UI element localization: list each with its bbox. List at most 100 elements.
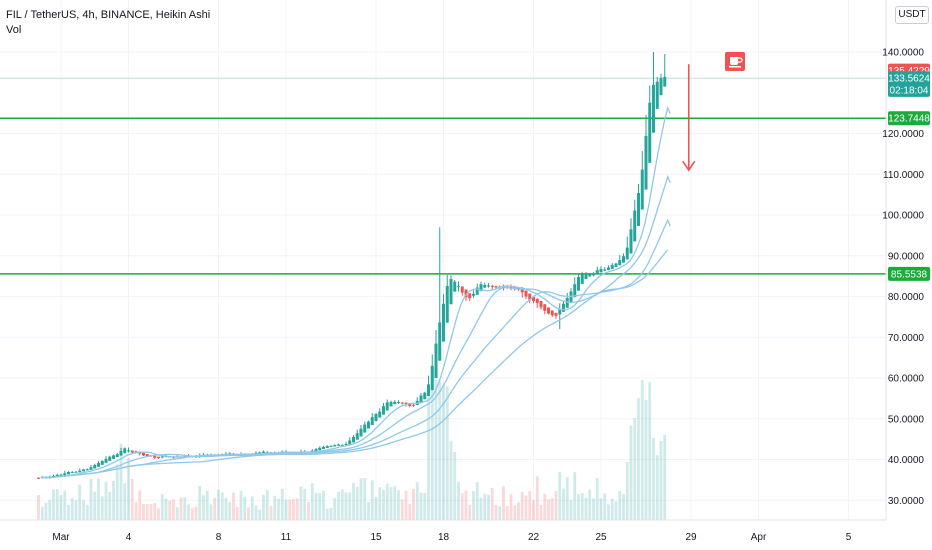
volume-bar (404, 490, 408, 520)
volume-bar (494, 504, 498, 520)
volume-bar (464, 490, 468, 520)
volume-bar (397, 490, 400, 520)
candle-body (573, 284, 577, 298)
volume-bar (412, 488, 415, 520)
candle-body (449, 279, 453, 305)
x-tick-label: 4 (126, 532, 132, 543)
x-tick-label: 5 (846, 532, 852, 543)
candle-body (127, 450, 130, 452)
volume-bar (438, 380, 442, 520)
volume-bar (329, 507, 333, 520)
candle-body (378, 411, 382, 418)
candle-body (607, 267, 610, 271)
volume-bar (160, 494, 164, 520)
projection-arrow (682, 64, 696, 172)
candle-body (652, 84, 655, 133)
volume-bar (385, 483, 389, 520)
currency-button[interactable]: USDT (895, 6, 929, 24)
volume-bar (142, 503, 145, 520)
volume-bar (487, 494, 490, 520)
volume-bar (228, 502, 232, 520)
symbol-title: FIL / TetherUS, 4h, BINANCE, Heikin Ashi (6, 9, 211, 21)
volume-bar (108, 491, 112, 520)
candle-body (363, 424, 367, 433)
volume-bar (562, 488, 565, 520)
volume-bar (164, 498, 168, 520)
candle-body (592, 273, 595, 276)
volume-bar (427, 391, 430, 520)
volume-bar (247, 507, 250, 520)
volume-bar (123, 483, 127, 520)
candle-body (322, 446, 325, 450)
candle-body (648, 102, 652, 163)
candle-body (494, 286, 498, 288)
candle-body (348, 440, 352, 445)
volume-bar (74, 500, 78, 520)
volume-bar (565, 477, 569, 520)
volume-bar (138, 490, 142, 520)
volume-bar (52, 489, 55, 520)
volume-bar (55, 489, 59, 520)
candle-body (453, 281, 457, 292)
y-tick-label: 120.0000 (882, 129, 924, 140)
volume-bar (89, 478, 93, 520)
candle-body (595, 270, 599, 275)
volume-bar (550, 498, 554, 520)
volume-bar (194, 506, 198, 520)
volume-bar (127, 458, 130, 520)
volume-bar (359, 478, 363, 520)
candle-body (490, 285, 494, 287)
volume-bar (434, 380, 438, 520)
x-tick-label: 18 (438, 532, 450, 543)
volume-bar (104, 481, 108, 520)
candle-body (640, 169, 644, 210)
volume-bar (554, 490, 558, 520)
candle-body (160, 456, 164, 458)
price-label-text: 02:18:04 (890, 85, 929, 96)
candle-body (228, 453, 232, 455)
y-tick-label: 40.0000 (888, 455, 925, 466)
candle-body (97, 462, 100, 467)
volume-bar (539, 504, 543, 520)
volume-bar (543, 493, 547, 520)
volume-bar (423, 492, 427, 520)
candle-body (37, 477, 40, 479)
candle-body (625, 247, 629, 260)
candle-body (427, 384, 430, 396)
candle-body (547, 307, 550, 314)
candle-body (134, 451, 138, 453)
volume-bar (250, 496, 254, 520)
volume-bar (614, 501, 618, 520)
volume-bar (622, 494, 625, 520)
candle-body (434, 343, 438, 378)
volume-bar (558, 472, 562, 520)
x-tick-label: 15 (370, 532, 382, 543)
candle-body (610, 264, 614, 269)
candle-body (74, 471, 78, 473)
candle-body (543, 304, 547, 311)
x-tick-label: 11 (281, 532, 292, 543)
candle-body (153, 455, 157, 458)
candle-body (59, 474, 63, 476)
candle-body (130, 450, 134, 453)
candle-body (487, 285, 490, 287)
volume-bar (217, 489, 220, 520)
volume-bar (220, 492, 224, 520)
price-label-box (888, 71, 930, 86)
candle-body (603, 269, 607, 271)
candle-body (655, 81, 659, 109)
candle-body (100, 460, 104, 465)
candle-body (464, 289, 468, 298)
volume-bar (243, 496, 247, 520)
candle-body (479, 284, 483, 292)
coffee-icon (725, 52, 745, 71)
volume-bar (408, 503, 412, 520)
volume-bar (265, 489, 269, 520)
candle-body (528, 293, 532, 300)
candle-body (460, 286, 464, 293)
volume-bar (528, 490, 532, 520)
volume-bar (573, 472, 577, 520)
price-axis: 30.0000 40.0000 50.0000 60.0000 70.0000 80.00… (882, 0, 924, 520)
